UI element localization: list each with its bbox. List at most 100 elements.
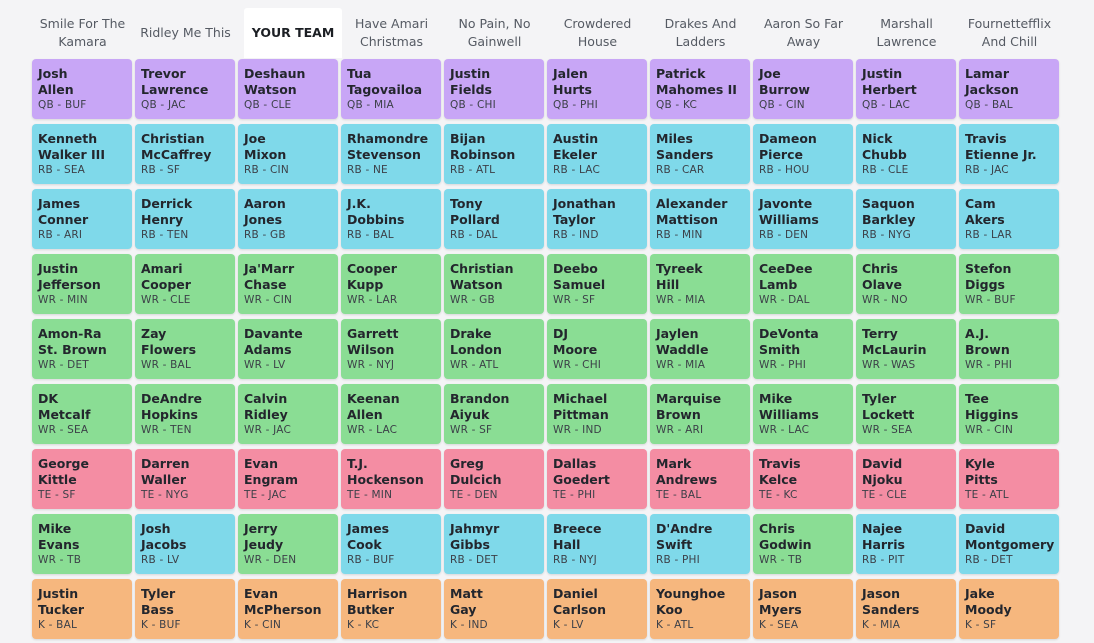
player-card[interactable]: Deebo Samuel WR - SF <box>547 254 647 314</box>
player-card[interactable]: Trevor Lawrence QB - JAC <box>135 59 235 119</box>
player-card[interactable]: Breece Hall RB - NYJ <box>547 514 647 574</box>
player-card[interactable]: Chris Godwin WR - TB <box>753 514 853 574</box>
player-card[interactable]: Patrick Mahomes II QB - KC <box>650 59 750 119</box>
player-card[interactable]: David Njoku TE - CLE <box>856 449 956 509</box>
player-card[interactable]: Tyreek Hill WR - MIA <box>650 254 750 314</box>
player-card[interactable]: Terry McLaurin WR - WAS <box>856 319 956 379</box>
player-card[interactable]: Jason Sanders K - MIA <box>856 579 956 639</box>
player-card[interactable]: Justin Herbert QB - LAC <box>856 59 956 119</box>
team-header[interactable]: Have Amari Christmas <box>354 16 429 49</box>
player-card[interactable]: Tee Higgins WR - CIN <box>959 384 1059 444</box>
player-card[interactable]: T.J. Hockenson TE - MIN <box>341 449 441 509</box>
player-card[interactable]: Saquon Barkley RB - NYG <box>856 189 956 249</box>
team-header[interactable]: Fournettefflix And Chill <box>967 16 1052 49</box>
player-card[interactable]: Joe Burrow QB - CIN <box>753 59 853 119</box>
player-card[interactable]: Zay Flowers WR - BAL <box>135 319 235 379</box>
player-card[interactable]: DeAndre Hopkins WR - TEN <box>135 384 235 444</box>
player-card[interactable]: Jonathan Taylor RB - IND <box>547 189 647 249</box>
player-card[interactable]: Jason Myers K - SEA <box>753 579 853 639</box>
player-card[interactable]: Mike Williams WR - LAC <box>753 384 853 444</box>
player-card[interactable]: Travis Etienne Jr. RB - JAC <box>959 124 1059 184</box>
player-card[interactable]: Garrett Wilson WR - NYJ <box>341 319 441 379</box>
player-card[interactable]: Jerry Jeudy WR - DEN <box>238 514 338 574</box>
player-card[interactable]: Mike Evans WR - TB <box>32 514 132 574</box>
player-card[interactable]: Marquise Brown WR - ARI <box>650 384 750 444</box>
player-card[interactable]: Ja'Marr Chase WR - CIN <box>238 254 338 314</box>
player-card[interactable]: Tony Pollard RB - DAL <box>444 189 544 249</box>
player-card[interactable]: Davante Adams WR - LV <box>238 319 338 379</box>
player-card[interactable]: CeeDee Lamb WR - DAL <box>753 254 853 314</box>
player-card[interactable]: Travis Kelce TE - KC <box>753 449 853 509</box>
player-card[interactable]: Cooper Kupp WR - LAR <box>341 254 441 314</box>
player-card[interactable]: David Montgomery RB - DET <box>959 514 1059 574</box>
player-card[interactable]: D'Andre Swift RB - PHI <box>650 514 750 574</box>
player-card[interactable]: Miles Sanders RB - CAR <box>650 124 750 184</box>
player-card[interactable]: Tyler Bass K - BUF <box>135 579 235 639</box>
team-header[interactable]: Ridley Me This <box>140 25 231 40</box>
player-card[interactable]: Deshaun Watson QB - CLE <box>238 59 338 119</box>
player-card[interactable]: Jalen Hurts QB - PHI <box>547 59 647 119</box>
player-card[interactable]: J.K. Dobbins RB - BAL <box>341 189 441 249</box>
player-card[interactable]: Brandon Aiyuk WR - SF <box>444 384 544 444</box>
player-card[interactable]: A.J. Brown WR - PHI <box>959 319 1059 379</box>
player-card[interactable]: Jahmyr Gibbs RB - DET <box>444 514 544 574</box>
player-card[interactable]: Jaylen Waddle WR - MIA <box>650 319 750 379</box>
team-header[interactable]: Aaron So Far Away <box>763 16 844 49</box>
player-card[interactable]: DeVonta Smith WR - PHI <box>753 319 853 379</box>
player-card[interactable]: Kenneth Walker III RB - SEA <box>32 124 132 184</box>
player-card[interactable]: Greg Dulcich TE - DEN <box>444 449 544 509</box>
player-card[interactable]: James Conner RB - ARI <box>32 189 132 249</box>
player-card[interactable]: Dallas Goedert TE - PHI <box>547 449 647 509</box>
player-card[interactable]: Cam Akers RB - LAR <box>959 189 1059 249</box>
player-card[interactable]: Justin Jefferson WR - MIN <box>32 254 132 314</box>
player-card[interactable]: Amon-Ra St. Brown WR - DET <box>32 319 132 379</box>
player-card[interactable]: Chris Olave WR - NO <box>856 254 956 314</box>
player-card[interactable]: Kyle Pitts TE - ATL <box>959 449 1059 509</box>
player-card[interactable]: James Cook RB - BUF <box>341 514 441 574</box>
player-card[interactable]: Tyler Lockett WR - SEA <box>856 384 956 444</box>
player-card[interactable]: Rhamondre Stevenson RB - NE <box>341 124 441 184</box>
player-card[interactable]: Najee Harris RB - PIT <box>856 514 956 574</box>
player-card[interactable]: Bijan Robinson RB - ATL <box>444 124 544 184</box>
player-card[interactable]: Justin Tucker K - BAL <box>32 579 132 639</box>
player-card[interactable]: Daniel Carlson K - LV <box>547 579 647 639</box>
player-card[interactable]: Tua Tagovailoa QB - MIA <box>341 59 441 119</box>
player-card[interactable]: Keenan Allen WR - LAC <box>341 384 441 444</box>
player-card[interactable]: Javonte Williams RB - DEN <box>753 189 853 249</box>
team-header[interactable]: Crowdered House <box>563 16 632 49</box>
player-card[interactable]: Justin Fields QB - CHI <box>444 59 544 119</box>
player-card[interactable]: DK Metcalf WR - SEA <box>32 384 132 444</box>
player-card[interactable]: Austin Ekeler RB - LAC <box>547 124 647 184</box>
player-card[interactable]: Harrison Butker K - KC <box>341 579 441 639</box>
player-card[interactable]: Darren Waller TE - NYG <box>135 449 235 509</box>
player-card[interactable]: Younghoe Koo K - ATL <box>650 579 750 639</box>
player-card[interactable]: Calvin Ridley WR - JAC <box>238 384 338 444</box>
player-card[interactable]: Michael Pittman WR - IND <box>547 384 647 444</box>
player-card[interactable]: Mark Andrews TE - BAL <box>650 449 750 509</box>
player-card[interactable]: Christian Watson WR - GB <box>444 254 544 314</box>
team-header-your-team[interactable]: YOUR TEAM <box>244 8 342 58</box>
player-card[interactable]: Josh Allen QB - BUF <box>32 59 132 119</box>
player-card[interactable]: Derrick Henry RB - TEN <box>135 189 235 249</box>
player-card[interactable]: Aaron Jones RB - GB <box>238 189 338 249</box>
player-card[interactable]: Christian McCaffrey RB - SF <box>135 124 235 184</box>
team-header[interactable]: Drakes And Ladders <box>664 16 737 49</box>
team-header[interactable]: Marshall Lawrence <box>876 16 937 49</box>
player-card[interactable]: Alexander Mattison RB - MIN <box>650 189 750 249</box>
player-card[interactable]: DJ Moore WR - CHI <box>547 319 647 379</box>
player-card[interactable]: Drake London WR - ATL <box>444 319 544 379</box>
player-card[interactable]: Dameon Pierce RB - HOU <box>753 124 853 184</box>
player-card[interactable]: Matt Gay K - IND <box>444 579 544 639</box>
player-card[interactable]: Jake Moody K - SF <box>959 579 1059 639</box>
player-card[interactable]: Evan Engram TE - JAC <box>238 449 338 509</box>
player-card[interactable]: Joe Mixon RB - CIN <box>238 124 338 184</box>
player-card[interactable]: George Kittle TE - SF <box>32 449 132 509</box>
player-card[interactable]: Lamar Jackson QB - BAL <box>959 59 1059 119</box>
player-card[interactable]: Evan McPherson K - CIN <box>238 579 338 639</box>
player-card[interactable]: Nick Chubb RB - CLE <box>856 124 956 184</box>
player-card[interactable]: Stefon Diggs WR - BUF <box>959 254 1059 314</box>
team-header[interactable]: No Pain, No Gainwell <box>458 16 531 49</box>
player-card[interactable]: Amari Cooper WR - CLE <box>135 254 235 314</box>
team-header[interactable]: Smile For The Kamara <box>39 16 126 49</box>
player-card[interactable]: Josh Jacobs RB - LV <box>135 514 235 574</box>
